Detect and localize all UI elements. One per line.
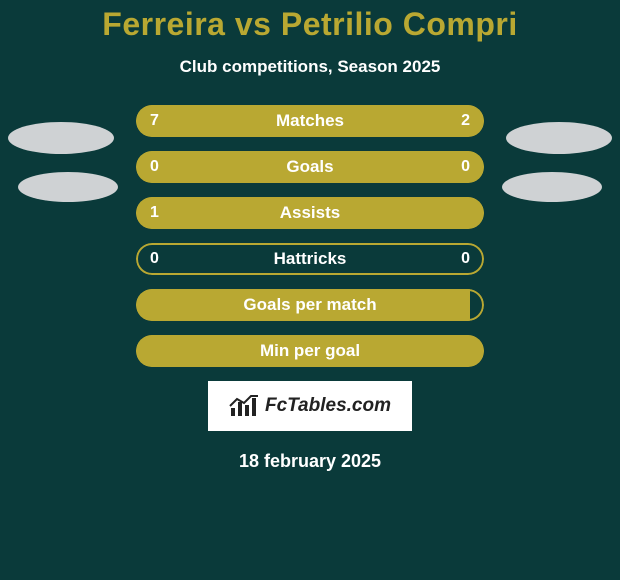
stat-row: 1Assists: [136, 197, 484, 229]
player-left-avatar-placeholder: [8, 122, 114, 154]
comparison-card: Ferreira vs Petrilio Compri Club competi…: [0, 0, 620, 472]
chart-icon: [229, 394, 259, 418]
stat-row: 00Hattricks: [136, 243, 484, 275]
stat-rows: 72Matches 00Goals 1Assists 00Hattricks Goals…: [136, 105, 484, 367]
card-date: 18 february 2025: [0, 451, 620, 472]
stat-label: Goals: [136, 151, 484, 183]
stat-label: Hattricks: [136, 243, 484, 275]
stat-row: 00Goals: [136, 151, 484, 183]
card-subtitle: Club competitions, Season 2025: [0, 57, 620, 77]
stat-label: Min per goal: [136, 335, 484, 367]
stat-label: Assists: [136, 197, 484, 229]
player-right-flag-placeholder: [502, 172, 602, 202]
player-left-flag-placeholder: [18, 172, 118, 202]
stat-row: 72Matches: [136, 105, 484, 137]
stat-row: Min per goal: [136, 335, 484, 367]
player-right-avatar-placeholder: [506, 122, 612, 154]
card-title: Ferreira vs Petrilio Compri: [0, 6, 620, 43]
fctables-logo[interactable]: FcTables.com: [208, 381, 412, 431]
stat-label: Matches: [136, 105, 484, 137]
stat-label: Goals per match: [136, 289, 484, 321]
stat-row: Goals per match: [136, 289, 484, 321]
logo-text: FcTables.com: [265, 395, 391, 417]
